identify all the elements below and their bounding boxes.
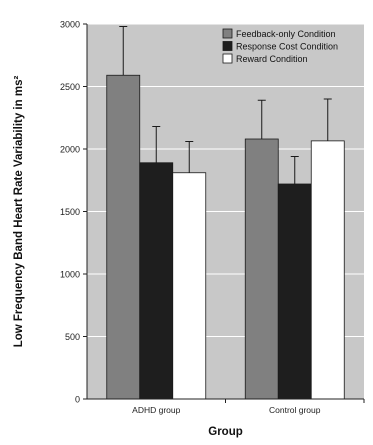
x-axis-label: Group (208, 426, 243, 438)
bar-1-1 (277, 183, 312, 400)
x-tick-label: Control group (269, 405, 321, 415)
bar-0-1 (139, 162, 174, 400)
legend-swatch (222, 53, 233, 64)
y-axis-label: Low Frequency Band Heart Rate Variabilit… (13, 76, 25, 348)
bar-1-2 (310, 140, 345, 400)
y-tick-label: 0 (75, 395, 80, 405)
x-axis-ticks: ADHD group Control group (132, 399, 365, 415)
x-tick-label: ADHD group (132, 405, 180, 415)
y-tick-label: 500 (65, 332, 80, 342)
legend-swatch (222, 41, 233, 51)
y-tick-label: 2000 (60, 145, 80, 155)
bar-0-0 (106, 74, 141, 400)
y-tick-label: 1000 (60, 270, 80, 280)
legend-swatch (222, 28, 233, 39)
legend: Feedback-only Condition Response Cost Con… (222, 28, 338, 64)
error-bars (119, 26, 332, 184)
y-axis-ticks: 0 500 1000 1500 2000 2500 3000 (60, 20, 87, 405)
legend-label: Reward Condition (236, 54, 308, 64)
y-tick-label: 1500 (60, 207, 80, 217)
y-tick-label: 3000 (60, 20, 80, 30)
y-tick-label: 2500 (60, 82, 80, 92)
bar-1-0 (244, 138, 279, 400)
legend-label: Response Cost Condition (236, 42, 338, 52)
bar-0-2 (172, 172, 207, 400)
bars (106, 74, 345, 400)
legend-label: Feedback-only Condition (236, 29, 336, 39)
